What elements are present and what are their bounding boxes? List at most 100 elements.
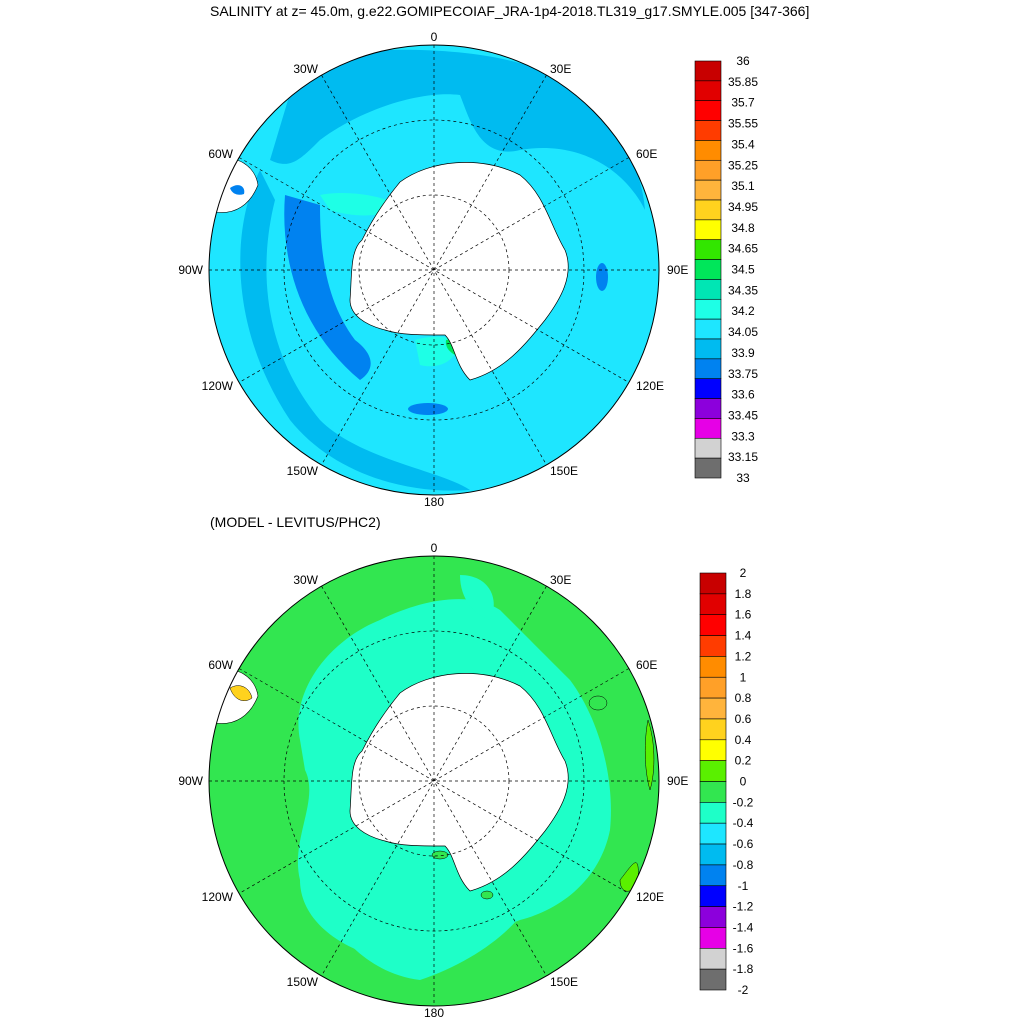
- top-colorbar-swatch: [694, 457, 722, 479]
- top-colorbar-swatch: [694, 219, 722, 241]
- bottom-colorbar-swatch: [699, 739, 727, 761]
- bottom-colorbar-label: 2: [740, 566, 747, 580]
- top-colorbar-swatch: [694, 338, 722, 360]
- bottom-patch-east: [588, 695, 608, 711]
- bottom-patch-ross-shelf: [431, 850, 449, 860]
- top-colorbar-swatch: [694, 437, 722, 459]
- top-region-atlantic-band: [270, 49, 645, 210]
- top-colorbar-swatch: [694, 120, 722, 141]
- bottom-colorbar-swatch: [699, 656, 727, 678]
- bottom-colorbar-swatch: [699, 781, 727, 803]
- bottom-patch-coastal-positive: [229, 685, 253, 701]
- top-colorbar-label: 34.35: [728, 283, 758, 297]
- bottom-colorbar-label: -0.4: [733, 816, 754, 830]
- bottom-colorbar-label: 0.4: [735, 733, 752, 747]
- bottom-patch-ross: [480, 890, 494, 900]
- top-lon-label-90e: 90E: [667, 263, 688, 277]
- bottom-colorbar-label: 1: [740, 670, 747, 684]
- bottom-colorbar-label: 0: [740, 775, 747, 789]
- bottom-patch-positive-east: [644, 719, 655, 791]
- top-region-amundsen-low: [284, 195, 371, 380]
- bottom-lon-label-120e: 120E: [636, 890, 664, 904]
- top-colorbar-swatch: [694, 279, 722, 300]
- top-colorbar-swatch: [694, 298, 722, 320]
- top-colorbar-label: 33.45: [728, 408, 758, 422]
- top-colorbar-label: 33.3: [731, 429, 755, 443]
- top-colorbar-label: 34.95: [728, 200, 758, 214]
- bottom-colorbar-label: -0.6: [733, 837, 754, 851]
- bottom-lon-label-90e: 90E: [667, 774, 688, 788]
- top-lon-label-30w: 30W: [293, 62, 318, 76]
- bottom-colorbar-swatch: [699, 843, 727, 866]
- top-lon-label-120e: 120E: [636, 379, 664, 393]
- bottom-colorbar-swatch: [699, 802, 727, 824]
- bottom-colorbar-swatch: [699, 947, 727, 970]
- top-lon-label-150w: 150W: [287, 464, 319, 478]
- top-colorbar-label: 33.15: [728, 450, 758, 464]
- bottom-colorbar-label: 0.2: [735, 754, 752, 768]
- bottom-difference-map: 0 30E 60E 90E 120E 150E 180 150W 120W 90…: [178, 541, 753, 1020]
- top-colorbar-swatch: [694, 239, 722, 260]
- bottom-colorbar-swatch: [699, 906, 727, 928]
- bottom-colorbar-label: 0.6: [735, 712, 752, 726]
- bottom-lon-label-90w: 90W: [178, 774, 203, 788]
- bottom-colorbar-swatch: [699, 760, 727, 782]
- bottom-graticule: [209, 556, 659, 1006]
- bottom-region-north-tongue: [460, 575, 494, 620]
- top-colorbar-label: 35.25: [728, 158, 758, 172]
- bottom-colorbar-label: -0.2: [733, 795, 754, 809]
- bottom-lon-label-150w: 150W: [287, 975, 319, 989]
- top-lon-label-30e: 30E: [550, 62, 571, 76]
- top-colorbar-label: 36: [736, 54, 750, 68]
- top-colorbar-swatch: [694, 398, 722, 419]
- bottom-antarctica-land: [349, 673, 569, 892]
- bottom-map-boundary: [208, 555, 660, 1007]
- top-colorbar-label: 35.55: [728, 117, 758, 131]
- bottom-region-south-negative: [330, 860, 540, 980]
- top-colorbar-label: 34.2: [731, 304, 755, 318]
- top-colorbar-label: 34.5: [731, 263, 755, 277]
- top-colorbar-label: 35.1: [731, 179, 755, 193]
- top-colorbar-swatch: [694, 358, 722, 380]
- top-colorbar: 36 35.85 35.7 35.55 35.4 35.25 35.1 34.95 34.8 34…: [694, 54, 758, 485]
- top-colorbar-swatch: [694, 378, 722, 399]
- bottom-colorbar-swatch: [699, 822, 727, 845]
- bottom-lon-label-30e: 30E: [550, 573, 571, 587]
- top-colorbar-swatch: [694, 259, 722, 280]
- top-lon-label-60e: 60E: [636, 147, 657, 161]
- top-graticule: [209, 45, 659, 495]
- bottom-colorbar-label: -0.8: [733, 858, 754, 872]
- bottom-colorbar-label: -1.6: [733, 941, 754, 955]
- bottom-lon-label-60e: 60E: [636, 658, 657, 672]
- bottom-colorbar-swatch: [699, 927, 727, 949]
- top-colorbar-swatch: [694, 80, 722, 102]
- bottom-colorbar-label: 0.8: [735, 691, 752, 705]
- bottom-lon-label-0: 0: [431, 541, 438, 555]
- bottom-colorbar-label: -1: [738, 879, 749, 893]
- bottom-colorbar-label: -1.4: [733, 920, 754, 934]
- bottom-colorbar: 2 1.8 1.6 1.4 1.2 1 0.8 0.6 0.4 0.2 0 -0.2 -0.4 -0.6 -…: [699, 566, 754, 997]
- top-colorbar-label: 33: [736, 471, 750, 485]
- bottom-colorbar-label: -1.2: [733, 900, 754, 914]
- top-colorbar-label: 33.9: [731, 346, 755, 360]
- top-map-title: SALINITY at z= 45.0m, g.e22.GOMIPECOIAF_…: [210, 3, 810, 19]
- top-colorbar-swatch: [694, 159, 722, 181]
- bottom-colorbar-swatch: [699, 864, 727, 887]
- top-colorbar-label: 35.4: [731, 137, 755, 151]
- bottom-colorbar-swatch: [699, 614, 727, 636]
- bottom-colorbar-swatch: [699, 572, 727, 595]
- top-lon-label-0: 0: [431, 30, 438, 44]
- top-salinity-map: 0 30E 60E 90E 120E 150E 180 150W 120W 90…: [178, 30, 758, 509]
- top-map-boundary: [208, 44, 660, 496]
- top-colorbar-label: 34.05: [728, 325, 758, 339]
- top-colorbar-label: 34.65: [728, 242, 758, 256]
- bottom-longitude-labels: 0 30E 60E 90E 120E 150E 180 150W 120W 90…: [178, 541, 688, 1020]
- top-antarctica-land: [349, 162, 569, 381]
- bottom-colorbar-label: 1.4: [735, 629, 752, 643]
- bottom-colorbar-label: -2: [738, 983, 749, 997]
- top-lon-label-60w: 60W: [208, 147, 233, 161]
- bottom-lon-label-120w: 120W: [202, 890, 234, 904]
- top-lon-label-150e: 150E: [550, 464, 578, 478]
